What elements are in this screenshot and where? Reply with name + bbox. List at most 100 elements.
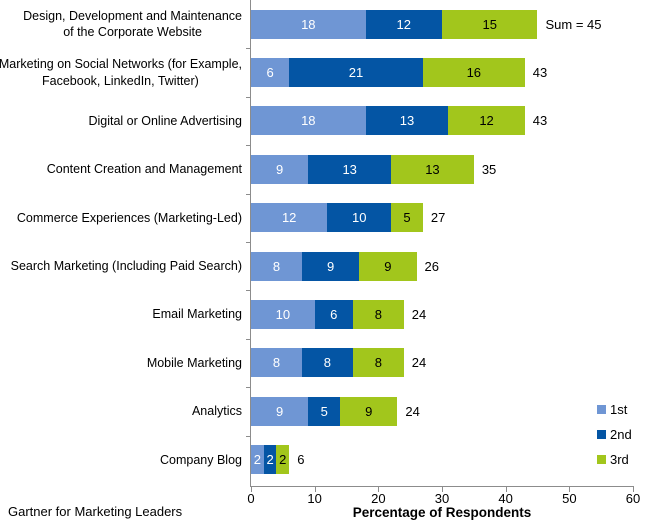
legend-swatch xyxy=(597,430,606,439)
y-axis-tick xyxy=(246,387,251,388)
x-tick-label: 40 xyxy=(498,491,513,506)
value-label: 18 xyxy=(301,113,316,129)
bar-row: Content Creation and Management 9 13 13 35 xyxy=(0,145,647,193)
bar-segment-2nd: 10 xyxy=(327,203,392,233)
bar-segment-3rd: 9 xyxy=(359,251,417,281)
value-label: 6 xyxy=(266,65,274,81)
bar-row: Company Blog 2 2 2 6 xyxy=(0,436,647,484)
legend-swatch xyxy=(597,405,606,414)
x-tick-label: 30 xyxy=(434,491,450,506)
stacked-bar: 8 9 9 xyxy=(251,251,417,281)
y-axis-tick xyxy=(246,194,251,195)
x-axis-tick xyxy=(251,487,252,492)
bar-row: Search Marketing (Including Paid Search)… xyxy=(0,242,647,290)
bar-segment-3rd: 9 xyxy=(340,396,398,426)
value-label: 18 xyxy=(301,16,316,32)
bar-segment-2nd: 13 xyxy=(365,106,449,136)
x-axis-tick xyxy=(505,487,507,492)
bar-segment-3rd: 16 xyxy=(422,58,525,88)
value-label: 8 xyxy=(374,307,382,323)
bar-segment-3rd: 15 xyxy=(441,9,538,39)
y-axis-tick xyxy=(246,145,251,146)
bar-segment-1st: 6 xyxy=(251,58,290,88)
stacked-bar: 6 21 16 xyxy=(251,58,525,88)
bar-segment-2nd: 8 xyxy=(301,348,353,378)
stacked-bar: 18 12 15 xyxy=(251,9,538,39)
bar-row: Marketing on Social Networks (for Exampl… xyxy=(0,48,647,96)
value-label: 9 xyxy=(326,258,335,274)
x-tick-label: 60 xyxy=(625,491,641,506)
bar-segment-1st: 8 xyxy=(251,348,302,378)
sum-label: 35 xyxy=(481,161,497,177)
stacked-bar: 9 5 9 xyxy=(251,396,398,426)
category-label: Company Blog xyxy=(160,452,242,467)
y-axis-tick xyxy=(246,97,251,98)
value-label: 9 xyxy=(276,403,284,419)
value-label: 5 xyxy=(403,210,411,226)
legend-item-2nd: 2nd xyxy=(597,426,632,443)
value-label: 15 xyxy=(482,16,497,32)
x-axis-tick xyxy=(314,487,316,492)
sum-label: Sum = 45 xyxy=(545,16,602,32)
bar-segment-2nd: 21 xyxy=(289,58,423,88)
bar-segment-3rd: 8 xyxy=(352,300,404,330)
y-axis-tick xyxy=(246,48,251,49)
value-label: 12 xyxy=(281,210,297,226)
x-axis-tick xyxy=(378,487,380,492)
bar-row: Commerce Experiences (Marketing-Led) 12 10… xyxy=(0,194,647,242)
bar-segment-1st: 2 xyxy=(251,445,264,475)
value-label: 16 xyxy=(466,65,482,81)
x-axis-tick xyxy=(633,487,634,492)
stacked-bar: 18 13 12 xyxy=(251,106,525,136)
legend: 1st 2nd 3rd xyxy=(597,401,632,476)
bar-segment-1st: 9 xyxy=(251,154,309,184)
sum-label: 6 xyxy=(297,452,305,468)
bar-segment-3rd: 2 xyxy=(276,445,290,475)
value-label: 12 xyxy=(396,16,412,32)
sum-label: 27 xyxy=(430,210,446,226)
value-label: 2 xyxy=(253,452,261,468)
value-label: 5 xyxy=(320,403,328,419)
legend-item-3rd: 3rd xyxy=(597,451,632,468)
sum-label: 26 xyxy=(424,258,439,274)
value-label: 13 xyxy=(425,161,440,177)
sum-label: 24 xyxy=(411,355,427,371)
bar-segment-2nd: 2 xyxy=(263,445,277,475)
stacked-bar: 9 13 13 xyxy=(251,154,474,184)
x-axis-tick xyxy=(569,487,571,492)
bar-segment-1st: 18 xyxy=(251,9,366,39)
stacked-bar: 10 6 8 xyxy=(251,300,404,330)
footer-note: Gartner for Marketing Leaders xyxy=(8,504,183,519)
x-tick-label: 0 xyxy=(247,491,255,506)
y-axis-tick xyxy=(246,339,251,340)
bar-segment-3rd: 13 xyxy=(391,154,474,184)
bar-segment-2nd: 12 xyxy=(365,9,442,39)
y-axis-line xyxy=(250,0,251,486)
value-label: 9 xyxy=(365,403,373,419)
bar-row: Analytics 9 5 9 24 xyxy=(0,387,647,435)
category-label: Search Marketing (Including Paid Search) xyxy=(10,259,242,274)
x-axis-line xyxy=(250,486,634,487)
category-label: Mobile Marketing xyxy=(146,355,242,370)
value-label: 8 xyxy=(272,355,281,371)
legend-label: 1st xyxy=(610,402,628,417)
bar-row: Digital or Online Advertising 18 13 12 43 xyxy=(0,97,647,145)
value-label: 10 xyxy=(351,210,367,226)
bar-segment-2nd: 5 xyxy=(308,396,341,426)
bar-segment-3rd: 12 xyxy=(448,106,525,136)
value-label: 2 xyxy=(279,452,287,468)
bar-row: Mobile Marketing 8 8 8 24 xyxy=(0,339,647,387)
sum-label: 24 xyxy=(405,403,420,419)
bar-segment-1st: 18 xyxy=(251,106,366,136)
value-label: 12 xyxy=(479,113,494,129)
x-tick-label: 10 xyxy=(307,491,322,506)
value-label: 8 xyxy=(272,258,281,274)
category-label: Digital or Online Advertising xyxy=(88,113,242,128)
value-label: 8 xyxy=(323,355,331,371)
stacked-bar: 8 8 8 xyxy=(251,348,404,378)
bar-row: Email Marketing 10 6 8 24 xyxy=(0,290,647,338)
category-label: Marketing on Social Networks (for Exampl… xyxy=(0,57,242,88)
bar-segment-2nd: 9 xyxy=(301,251,360,281)
category-label: Content Creation and Management xyxy=(46,162,242,177)
